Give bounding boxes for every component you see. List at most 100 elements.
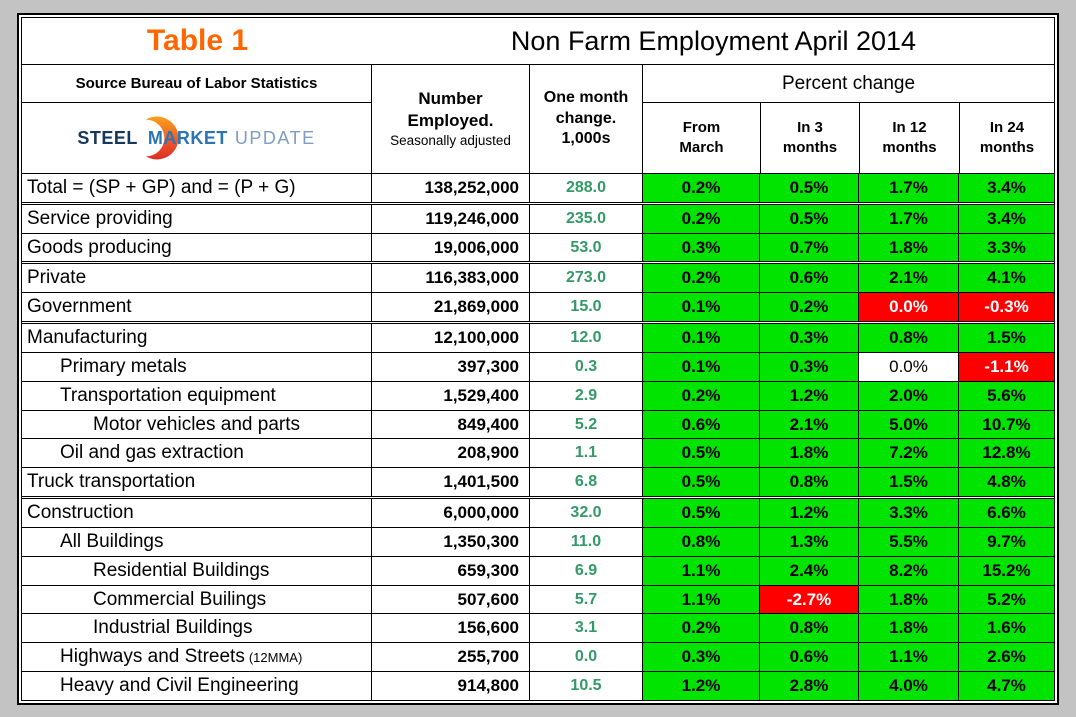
- row-label: Construction: [22, 499, 372, 527]
- table-label: Table 1: [146, 24, 249, 57]
- header-label-column: Source Bureau of Labor Statistics STEEL: [22, 65, 372, 173]
- percent-cell: 8.2%: [858, 556, 958, 585]
- percent-cell: 4.8%: [958, 468, 1054, 497]
- row-label: Transportation equipment: [22, 381, 372, 410]
- row-label-text: Primary metals: [60, 355, 187, 377]
- one-month-cell: 5.7: [574, 590, 598, 608]
- row-label-text: Industrial Buildings: [93, 617, 253, 639]
- table-row: Goods producing 19,006,000 53.0 0.3% 0.7…: [22, 233, 1054, 265]
- table-body: Total = (SP + GP) and = (P + G) 138,252,…: [22, 174, 1054, 700]
- table-row: Transportation equipment 1,529,400 2.9 0…: [22, 381, 1054, 411]
- logo: STEEL: [22, 103, 371, 173]
- row-label: Total = (SP + GP) and = (P + G): [22, 174, 372, 202]
- percent-cell: 2.4%: [759, 556, 858, 585]
- table-frame: Table 1 Non Farm Employment April 2014 S…: [17, 13, 1059, 705]
- percent-cell: 0.2%: [642, 614, 759, 643]
- percent-cell: 0.6%: [642, 410, 759, 439]
- employed-cell: 156,600: [372, 614, 530, 643]
- percent-cell: 0.5%: [642, 468, 759, 497]
- row-label: Goods producing: [22, 233, 372, 262]
- row-label-text: Service providing: [27, 207, 173, 229]
- row-label-text: Government: [27, 296, 132, 318]
- row-label-text: Construction: [27, 502, 134, 524]
- percent-cell: 2.1%: [858, 264, 958, 293]
- row-label-text: Goods producing: [27, 236, 172, 258]
- percent-cell: 1.8%: [858, 233, 958, 262]
- percent-cell: 0.1%: [642, 293, 759, 322]
- percent-cell: 0.2%: [642, 264, 759, 293]
- percent-cell: 0.1%: [642, 324, 759, 352]
- table-row: Commercial Builings 507,600 5.7 1.1% -2.…: [22, 585, 1054, 615]
- percent-cell: 15.2%: [958, 556, 1054, 585]
- employed-cell: 255,700: [372, 643, 530, 672]
- one-month-cell: 0.0: [574, 648, 598, 666]
- one-month-cell: 288.0: [565, 178, 607, 196]
- percent-cell: 5.2%: [958, 585, 1054, 614]
- percent-cell: 0.5%: [642, 499, 759, 527]
- title-row: Table 1 Non Farm Employment April 2014: [22, 18, 1054, 65]
- row-label: All Buildings: [22, 527, 372, 556]
- row-label-text: Manufacturing: [27, 327, 148, 349]
- percent-cell: 2.1%: [759, 410, 858, 439]
- percent-cell: 0.5%: [642, 439, 759, 468]
- percent-cell: 1.2%: [759, 381, 858, 410]
- table-row: Oil and gas extraction 208,900 1.1 0.5% …: [22, 439, 1054, 469]
- percent-cell: 0.8%: [759, 468, 858, 497]
- percent-cell: 2.6%: [958, 643, 1054, 672]
- employed-cell: 21,869,000: [372, 293, 530, 322]
- row-label-text: Motor vehicles and parts: [93, 413, 300, 435]
- percent-cell: 0.7%: [759, 233, 858, 262]
- row-label: Primary metals: [22, 352, 372, 381]
- row-label-text: Private: [27, 267, 87, 289]
- percent-cell: 0.6%: [759, 643, 858, 672]
- table-row: Highways and Streets (12MMA) 255,700 0.0 …: [22, 643, 1054, 673]
- row-label: Residential Buildings: [22, 556, 372, 585]
- percent-cell: 5.5%: [858, 527, 958, 556]
- employed-cell: 397,300: [372, 352, 530, 381]
- percent-cell: 1.5%: [858, 468, 958, 497]
- row-label-text: Highways and Streets: [60, 646, 245, 668]
- row-label: Manufacturing: [22, 324, 372, 352]
- percent-cell: 0.2%: [642, 381, 759, 410]
- percent-cell: 5.0%: [858, 410, 958, 439]
- one-month-cell: 5.2: [574, 415, 598, 433]
- percent-cell: 1.8%: [858, 614, 958, 643]
- table-row: Industrial Buildings 156,600 3.1 0.2% 0.…: [22, 614, 1054, 644]
- one-month-cell: 273.0: [565, 269, 607, 287]
- row-label-text: Commercial Builings: [93, 588, 267, 610]
- table-row: Private 116,383,000 273.0 0.2% 0.6% 2.1%…: [22, 264, 1054, 294]
- percent-cell: 0.2%: [642, 204, 759, 233]
- employed-cell: 208,900: [372, 439, 530, 468]
- percent-cell: 0.3%: [642, 233, 759, 262]
- table-row: Truck transportation 1,401,500 6.8 0.5% …: [22, 468, 1054, 500]
- row-label: Truck transportation: [22, 468, 372, 497]
- employed-cell: 116,383,000: [372, 264, 530, 293]
- percent-cell: -2.7%: [759, 585, 858, 614]
- percent-cell: 7.2%: [858, 439, 958, 468]
- percent-cell: 0.6%: [759, 264, 858, 293]
- row-label: Heavy and Civil Engineering: [22, 672, 372, 700]
- percent-cell: 4.1%: [958, 264, 1054, 293]
- column-header-in-12-months: In 12 months: [859, 103, 959, 173]
- percent-cell: 9.7%: [958, 527, 1054, 556]
- row-label: Highways and Streets (12MMA): [22, 643, 372, 672]
- table-row: Primary metals 397,300 0.3 0.1% 0.3% 0.0…: [22, 352, 1054, 382]
- percent-cell: 4.7%: [958, 672, 1054, 700]
- percent-cell: 6.6%: [958, 499, 1054, 527]
- one-month-cell: 2.9: [574, 386, 598, 404]
- row-label: Private: [22, 264, 372, 293]
- row-label-text: Heavy and Civil Engineering: [60, 674, 299, 696]
- row-label: Industrial Buildings: [22, 614, 372, 643]
- percent-cell: 0.8%: [858, 324, 958, 352]
- one-month-cell: 53.0: [570, 238, 602, 256]
- percent-cell: 0.1%: [642, 352, 759, 381]
- one-month-cell: 32.0: [570, 504, 602, 522]
- percent-cell: 1.2%: [759, 499, 858, 527]
- percent-cell: 2.8%: [759, 672, 858, 700]
- percent-cell: 1.1%: [642, 585, 759, 614]
- table-inner: Table 1 Non Farm Employment April 2014 S…: [21, 17, 1055, 701]
- row-label: Service providing: [22, 204, 372, 233]
- percent-cell: 12.8%: [958, 439, 1054, 468]
- one-month-cell: 1.1: [574, 444, 598, 462]
- percent-cell: 0.0%: [858, 293, 958, 322]
